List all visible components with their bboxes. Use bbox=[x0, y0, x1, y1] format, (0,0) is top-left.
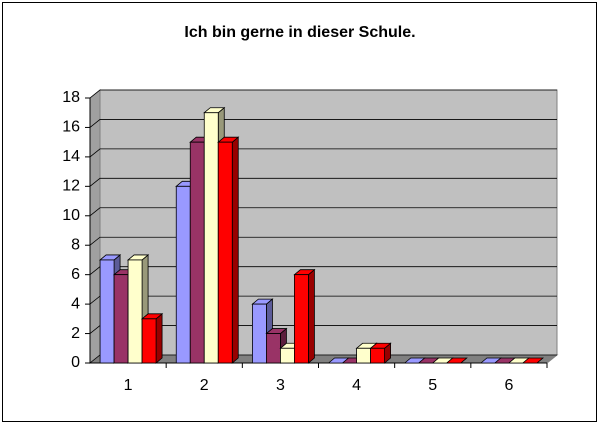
chart-title: Ich bin gerne in dieser Schule. bbox=[184, 24, 415, 41]
bar bbox=[280, 347, 295, 364]
side-wall bbox=[89, 88, 101, 365]
y-tick-label: 2 bbox=[71, 325, 80, 342]
y-tick-label: 10 bbox=[62, 207, 80, 224]
grid-line bbox=[89, 148, 557, 158]
bar-top bbox=[445, 357, 468, 364]
bar-side bbox=[155, 312, 163, 364]
grid-line bbox=[89, 89, 557, 99]
bar bbox=[203, 112, 219, 364]
bar bbox=[127, 259, 143, 364]
bar bbox=[189, 141, 205, 364]
grid-line bbox=[89, 207, 557, 217]
bar bbox=[294, 274, 309, 364]
y-tick-label: 6 bbox=[71, 266, 80, 283]
bar bbox=[266, 333, 281, 364]
bar bbox=[113, 274, 129, 364]
bar bbox=[99, 259, 115, 364]
x-tick-label: 2 bbox=[200, 377, 209, 394]
x-tick-label: 4 bbox=[352, 377, 361, 394]
x-tick-label: 5 bbox=[428, 377, 437, 394]
y-tick-label: 12 bbox=[62, 178, 80, 195]
bar-top bbox=[521, 357, 545, 364]
bar-side bbox=[308, 268, 315, 364]
bar bbox=[252, 303, 267, 364]
y-tick-label: 18 bbox=[62, 89, 80, 106]
y-tick-label: 16 bbox=[62, 119, 80, 136]
x-tick-label: 1 bbox=[124, 377, 133, 394]
grid-line bbox=[89, 177, 557, 187]
grid-line bbox=[89, 236, 557, 246]
y-tick-label: 4 bbox=[71, 295, 80, 312]
x-tick-label: 3 bbox=[276, 377, 285, 394]
x-tick-label: 6 bbox=[504, 377, 513, 394]
bar bbox=[370, 347, 385, 364]
bar-side bbox=[231, 136, 239, 364]
bar bbox=[356, 347, 371, 364]
y-tick-label: 0 bbox=[71, 354, 80, 371]
grid-line bbox=[89, 119, 557, 128]
bar bbox=[175, 185, 191, 364]
bar bbox=[217, 141, 233, 364]
bar bbox=[141, 318, 157, 364]
y-tick-label: 14 bbox=[62, 148, 80, 165]
back-wall bbox=[99, 89, 558, 356]
y-tick-label: 8 bbox=[71, 236, 80, 253]
